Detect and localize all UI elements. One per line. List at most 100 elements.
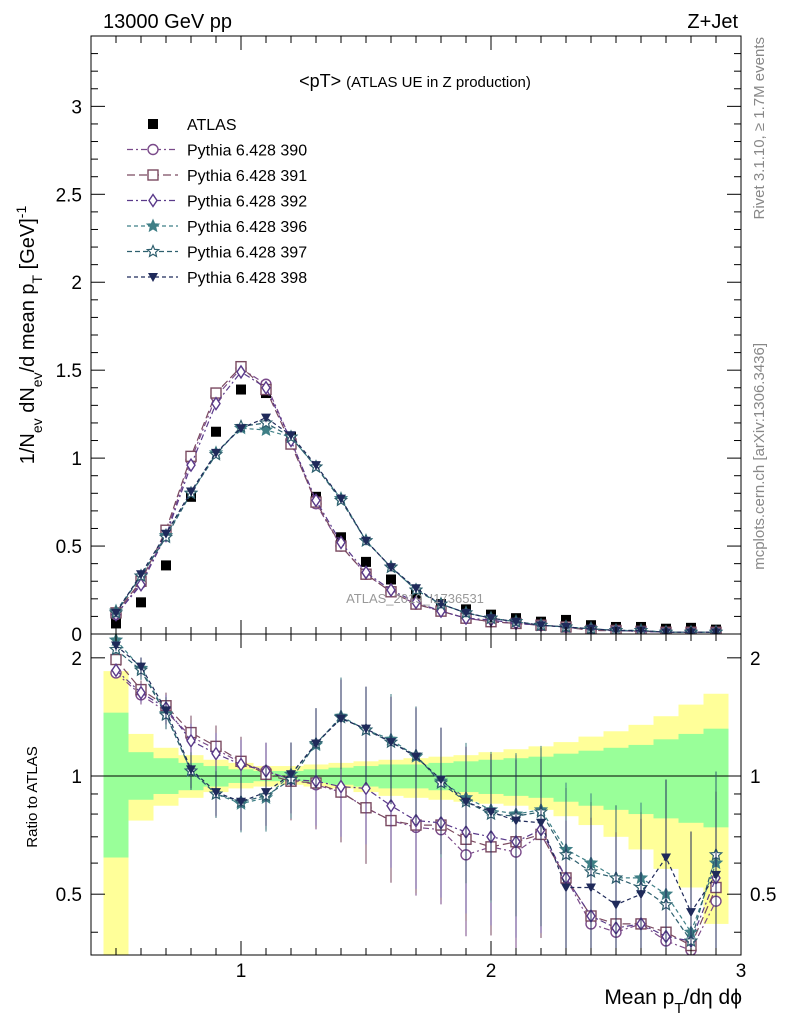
- y-tick-label: 0.5: [56, 537, 82, 558]
- x-tick-label: 3: [736, 961, 747, 982]
- data-point: [411, 588, 421, 599]
- band-stat: [678, 733, 704, 823]
- mc-point: [211, 448, 221, 458]
- mcplots-label: mcplots.cern.ch [arXiv:1306.3436]: [751, 343, 768, 570]
- mc-point: [361, 565, 371, 580]
- ratio-y-tick-label-right: 0.5: [750, 885, 776, 906]
- legend-label: Pythia 6.428 391: [187, 168, 307, 185]
- y-tick-label: 3: [71, 97, 82, 118]
- mc-point: [136, 577, 146, 593]
- ratio-panel: 1 2 3 0.5 0.5 1 1 2 2 Ratio to ATLAS: [24, 633, 776, 982]
- plot-title-main: <pT>: [299, 71, 341, 91]
- watermark: ATLAS_2019_I1736531: [346, 591, 484, 606]
- ratio-point: [586, 883, 596, 893]
- ratio-point: [236, 797, 246, 807]
- ylabel-bottom: Ratio to ATLAS: [24, 746, 41, 847]
- data-point: [186, 491, 196, 502]
- data-point: [136, 597, 146, 608]
- ratio-y-tick-label-right: 2: [750, 649, 761, 670]
- ratio-point: [711, 870, 721, 880]
- mc-point: [186, 487, 196, 497]
- mc-point: [236, 424, 246, 434]
- legend-marker: [145, 243, 161, 258]
- ratio-point: [386, 798, 396, 813]
- ratio-point: [361, 781, 371, 796]
- header-right: Z+Jet: [687, 11, 738, 33]
- ratio-y-tick-label-right: 1: [750, 767, 761, 788]
- mc-point: [211, 396, 221, 411]
- legend-label: Pythia 6.428 398: [187, 270, 307, 287]
- mc-point: [311, 493, 321, 508]
- ratio-point: [336, 779, 346, 794]
- main-panel: 0 0.5 1 1.5 2 2.5 3 <pT> (ATLAS UE in Z product…: [13, 35, 742, 646]
- mc-point: [386, 582, 396, 598]
- ratio-point: [661, 853, 671, 863]
- data-point: [161, 560, 171, 571]
- y-tick-label: 1.5: [56, 361, 82, 382]
- x-tick-label: 1: [236, 961, 247, 982]
- ratio-point: [186, 765, 196, 775]
- ratio-point: [411, 752, 421, 762]
- ratio-y-tick-label: 0.5: [56, 885, 82, 906]
- mc-point: [311, 461, 321, 471]
- mc-point: [486, 614, 496, 624]
- y-tick-label: 2: [71, 273, 82, 294]
- x-tick-label: 2: [486, 961, 497, 982]
- ratio-point: [111, 641, 121, 651]
- ratio-point: [636, 890, 646, 900]
- data-point: [211, 426, 221, 437]
- ratio-point: [436, 775, 446, 785]
- mc-point: [336, 535, 346, 550]
- data-point: [361, 556, 371, 567]
- ratio-point: [211, 788, 221, 798]
- ratio-point: [236, 757, 246, 772]
- mc-point: [136, 570, 146, 580]
- ratio-point: [311, 739, 321, 749]
- plot-title: <pT> (ATLAS UE in Z production): [299, 71, 531, 91]
- mc-point: [111, 608, 121, 618]
- ratio-point: [136, 662, 146, 672]
- band-stat: [628, 744, 654, 815]
- data-point: [386, 574, 396, 585]
- ratio-point: [536, 818, 546, 828]
- xlabel: Mean pT/dη dϕ: [604, 986, 742, 1017]
- ratio-point: [561, 883, 571, 893]
- ratio-point: [286, 770, 296, 780]
- ratio-point: [211, 746, 221, 761]
- mc-point: [261, 380, 271, 396]
- ratio-point: [511, 816, 521, 826]
- mc-point: [258, 422, 274, 437]
- mc-point: [261, 413, 271, 423]
- legend-label: Pythia 6.428 396: [187, 219, 307, 236]
- band-stat: [103, 712, 129, 858]
- legend-label: Pythia 6.428 397: [187, 245, 307, 262]
- mc-point: [361, 536, 371, 546]
- plot-title-sub: (ATLAS UE in Z production): [346, 74, 531, 91]
- y-tick-label: 0: [71, 625, 82, 646]
- y-tick-label: 1: [71, 449, 82, 470]
- ratio-point: [361, 724, 371, 734]
- rivet-label: Rivet 3.1.10, ≥ 1.7M events: [751, 37, 768, 220]
- main-plot-area: [91, 36, 741, 634]
- band-stat: [603, 747, 629, 810]
- ratio-point: [486, 807, 496, 817]
- mc-point: [511, 617, 521, 627]
- legend: ATLAS Pythia 6.428 390 Pythia 6.428 391 Pyt…: [127, 117, 307, 287]
- legend-label: ATLAS: [187, 117, 237, 134]
- legend-label: Pythia 6.428 390: [187, 143, 307, 160]
- data-point: [111, 618, 121, 629]
- legend-marker: [148, 119, 158, 129]
- legend-label: Pythia 6.428 392: [187, 194, 307, 211]
- legend-marker: [148, 273, 158, 282]
- mc-point: [236, 364, 246, 380]
- ratio-y-tick-label: 1: [71, 767, 82, 788]
- y-tick-label: 2.5: [56, 185, 82, 206]
- ratio-point: [461, 797, 471, 807]
- mc-point: [186, 457, 196, 473]
- ratio-point: [261, 788, 271, 798]
- mc-point: [411, 595, 421, 610]
- legend-marker: [147, 143, 159, 156]
- ylabel-top: 1/Nev dNev/d mean pT [GeV]-1: [13, 206, 45, 465]
- mc-point: [536, 621, 546, 631]
